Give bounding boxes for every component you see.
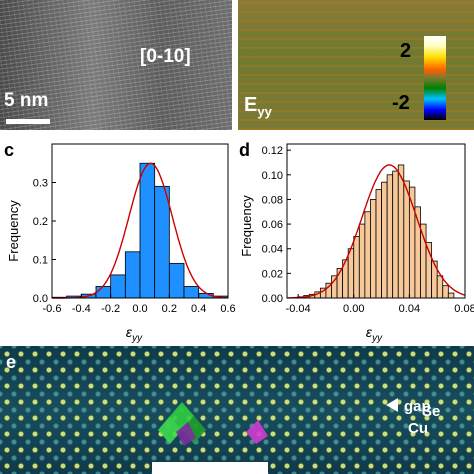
- ylabel-d: Frequency: [239, 195, 254, 257]
- histogram-bar: [392, 170, 399, 299]
- x-tick-label: 0.08: [454, 303, 474, 315]
- direction-label: [0-10]: [140, 46, 191, 67]
- panel-letter-c: c: [4, 140, 14, 160]
- strain-map-label-main: E: [244, 94, 258, 116]
- histogram-bar: [110, 274, 126, 299]
- haadf-image-panel: [0-10] 5 nm: [0, 0, 232, 130]
- x-tick-label: -0.4: [72, 303, 91, 315]
- histogram-bar: [95, 286, 112, 299]
- histogram-bar: [375, 189, 382, 299]
- y-tick-label: 0.00: [262, 293, 283, 305]
- crystal-structure-overlay: [152, 402, 268, 474]
- histogram-bar: [358, 223, 366, 299]
- y-tick-label: 0.2: [33, 216, 48, 228]
- y-tick-label: 0.04: [262, 244, 283, 256]
- x-tick-label: -0.04: [286, 303, 311, 315]
- strain-map-label-sub: yy: [257, 104, 272, 119]
- y-tick-label: 0.02: [262, 268, 283, 280]
- histogram-bar: [347, 248, 355, 299]
- histogram-c: c Frequency -0.6 -0.4 -0.2 0.0 0.2 0.4 0.6 0.0 0…: [4, 140, 236, 344]
- gap-arrow-icon: [386, 398, 398, 412]
- panel-letter-e: e: [6, 352, 17, 372]
- ylabel-c: Frequency: [6, 200, 21, 262]
- gap-label: gap: [404, 398, 431, 415]
- y-tick-label: 0.08: [262, 194, 283, 206]
- histogram-bar: [364, 211, 371, 299]
- plot-area-d: -0.04 0.00 0.04 0.080.000.020.040.060.080.1…: [262, 143, 474, 315]
- green-tetrahedron-3: [158, 416, 182, 444]
- colorbar-max-label: 2: [400, 40, 412, 62]
- histogram-bar: [386, 174, 394, 299]
- scale-bar: [6, 119, 50, 124]
- y-tick-label: 0.1: [33, 255, 48, 267]
- histogram-bar: [154, 185, 170, 299]
- x-tick-label: 0.0: [132, 303, 147, 315]
- panel-letter-d: d: [239, 140, 250, 160]
- inset-structure-strip: [152, 462, 268, 474]
- y-tick-label: 0.10: [262, 170, 283, 182]
- purple-tetrahedron-1: [176, 422, 196, 446]
- y-tick-label: 0.12: [262, 145, 283, 157]
- y-tick-label: 0.0: [33, 293, 48, 305]
- histogram-bar: [124, 251, 141, 299]
- histogram-bar: [353, 236, 360, 299]
- x-tick-label: 0.2: [162, 303, 177, 315]
- y-tick-label: 0.3: [33, 178, 48, 190]
- histogram-bar: [397, 164, 405, 299]
- histogram-d: d Frequency -0.04 0.00 0.04 0.080.000.020.0…: [239, 140, 474, 344]
- histogram-bar: [183, 286, 200, 299]
- x-tick-label: 0.4: [191, 303, 206, 315]
- magenta-tetrahedron: [246, 420, 268, 444]
- y-tick-label: 0.06: [262, 219, 283, 231]
- histogram-bar: [139, 162, 156, 299]
- x-tick-label: 0.6: [220, 303, 235, 315]
- x-tick-label: -0.2: [101, 303, 120, 315]
- histogram-bar: [381, 181, 388, 299]
- se-label: Se: [422, 403, 441, 420]
- histogram-bar: [403, 180, 410, 299]
- strain-colorbar: [424, 36, 446, 120]
- x-tick-label: 0.04: [399, 303, 420, 315]
- cu-label: Cu: [408, 420, 428, 437]
- histogram-bar: [447, 292, 455, 299]
- xlabel-d: εyy: [366, 324, 383, 344]
- xlabel-c: εyy: [126, 324, 143, 344]
- x-tick-label: -0.6: [43, 303, 62, 315]
- fit-curve: [287, 164, 466, 299]
- x-tick-label: 0.00: [343, 303, 364, 315]
- colorbar-min-label: -2: [392, 92, 410, 114]
- scale-bar-label: 5 nm: [4, 90, 49, 111]
- histogram-bar: [168, 262, 185, 299]
- strain-map-label: Eyy: [244, 94, 272, 119]
- histogram-bar: [436, 275, 444, 299]
- histogram-bar: [442, 285, 449, 299]
- plot-area-c: -0.6 -0.4 -0.2 0.0 0.2 0.4 0.6 0.0 0.1 0.2 0.3: [33, 143, 236, 315]
- atomic-image-panel: e gap Se Cu: [0, 346, 474, 474]
- histogram-bar: [370, 199, 377, 299]
- plot-frame: [286, 143, 466, 299]
